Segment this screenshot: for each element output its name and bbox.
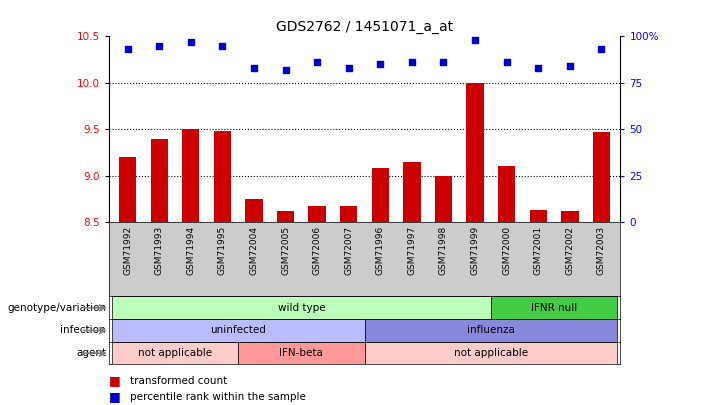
Text: GSM71994: GSM71994 bbox=[186, 226, 196, 275]
Bar bbox=[340, 207, 358, 222]
Point bbox=[122, 46, 133, 53]
Point bbox=[280, 67, 291, 73]
Bar bbox=[403, 162, 421, 222]
Bar bbox=[491, 296, 617, 319]
Point bbox=[311, 59, 322, 66]
Text: GSM72006: GSM72006 bbox=[313, 226, 322, 275]
Bar bbox=[466, 83, 484, 222]
Text: agent: agent bbox=[76, 348, 106, 358]
Text: IFNR null: IFNR null bbox=[531, 303, 577, 313]
Point bbox=[185, 39, 196, 45]
Bar bbox=[214, 131, 231, 222]
Point bbox=[217, 43, 228, 49]
Point bbox=[407, 59, 418, 66]
Text: GSM72004: GSM72004 bbox=[250, 226, 259, 275]
Bar bbox=[112, 296, 491, 319]
Text: uninfected: uninfected bbox=[210, 326, 266, 335]
Text: wild type: wild type bbox=[278, 303, 325, 313]
Text: GSM72003: GSM72003 bbox=[597, 226, 606, 275]
Bar bbox=[112, 319, 365, 342]
Bar bbox=[182, 129, 200, 222]
Text: transformed count: transformed count bbox=[130, 376, 227, 386]
Bar bbox=[529, 210, 547, 222]
Bar bbox=[498, 166, 515, 222]
Bar bbox=[119, 157, 136, 222]
Text: GSM71997: GSM71997 bbox=[407, 226, 416, 275]
Text: GSM71995: GSM71995 bbox=[218, 226, 227, 275]
Bar bbox=[245, 199, 263, 222]
Bar bbox=[562, 211, 578, 222]
Bar bbox=[593, 132, 610, 222]
Text: GSM72001: GSM72001 bbox=[533, 226, 543, 275]
Bar bbox=[308, 207, 326, 222]
Point bbox=[154, 43, 165, 49]
Text: influenza: influenza bbox=[467, 326, 515, 335]
Text: GSM71992: GSM71992 bbox=[123, 226, 132, 275]
Point bbox=[343, 65, 354, 71]
Bar bbox=[151, 139, 168, 222]
Text: infection: infection bbox=[60, 326, 106, 335]
Text: not applicable: not applicable bbox=[138, 348, 212, 358]
Point bbox=[375, 61, 386, 68]
Text: GSM71996: GSM71996 bbox=[376, 226, 385, 275]
Bar bbox=[435, 176, 452, 222]
Bar bbox=[112, 342, 238, 364]
Bar bbox=[372, 168, 389, 222]
Text: GSM72000: GSM72000 bbox=[502, 226, 511, 275]
Point bbox=[438, 59, 449, 66]
Point bbox=[564, 63, 576, 69]
Point bbox=[470, 37, 481, 43]
Point bbox=[248, 65, 259, 71]
Text: GSM71999: GSM71999 bbox=[470, 226, 479, 275]
Text: genotype/variation: genotype/variation bbox=[7, 303, 106, 313]
Bar bbox=[365, 319, 617, 342]
Bar bbox=[238, 342, 365, 364]
Text: IFN-beta: IFN-beta bbox=[280, 348, 323, 358]
Bar bbox=[365, 342, 617, 364]
Text: GSM72005: GSM72005 bbox=[281, 226, 290, 275]
Text: GSM72002: GSM72002 bbox=[565, 226, 574, 275]
Text: ■: ■ bbox=[109, 390, 121, 403]
Bar bbox=[277, 211, 294, 222]
Title: GDS2762 / 1451071_a_at: GDS2762 / 1451071_a_at bbox=[276, 20, 453, 34]
Text: GSM72007: GSM72007 bbox=[344, 226, 353, 275]
Text: percentile rank within the sample: percentile rank within the sample bbox=[130, 392, 306, 402]
Text: ■: ■ bbox=[109, 374, 121, 387]
Text: not applicable: not applicable bbox=[454, 348, 528, 358]
Point bbox=[501, 59, 512, 66]
Point bbox=[596, 46, 607, 53]
Point bbox=[533, 65, 544, 71]
Text: GSM71993: GSM71993 bbox=[155, 226, 164, 275]
Text: GSM71998: GSM71998 bbox=[439, 226, 448, 275]
